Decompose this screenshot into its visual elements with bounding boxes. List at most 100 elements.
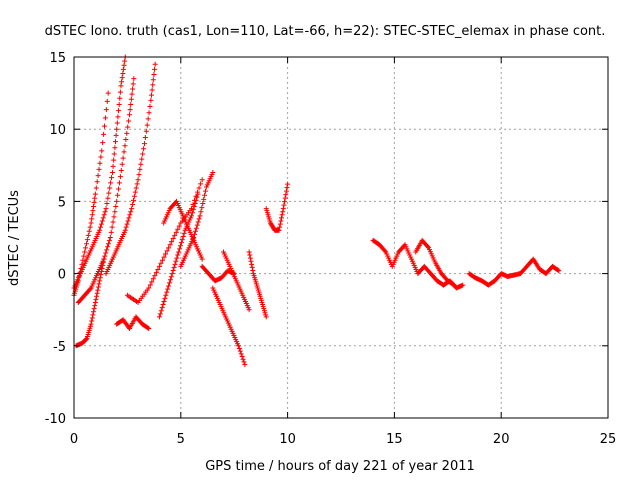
data-point	[141, 141, 147, 147]
data-point-interp	[96, 166, 102, 172]
data-point-interp	[145, 116, 151, 122]
data-point-interp	[83, 245, 89, 251]
data-point-interp	[109, 224, 115, 230]
x-tick-label: 25	[600, 432, 617, 447]
data-point-interp	[92, 303, 98, 309]
data-point-interp	[122, 58, 128, 64]
data-point-interp	[283, 188, 289, 194]
data-point-interp	[193, 225, 199, 231]
data-segment	[221, 249, 252, 313]
data-point	[92, 191, 98, 197]
x-tick-label: 15	[386, 432, 403, 447]
data-point-interp	[109, 175, 115, 181]
data-point-interp	[102, 123, 108, 129]
data-point-interp	[83, 336, 89, 342]
data-point-interp	[152, 66, 158, 72]
data-point-interp	[105, 244, 111, 250]
data-point	[129, 206, 135, 212]
data-point	[195, 191, 201, 197]
data-point-interp	[168, 274, 174, 280]
y-axis-label: dSTEC / TECUs	[7, 190, 22, 286]
data-point-interp	[166, 245, 172, 251]
data-point-interp	[194, 194, 200, 200]
data-point-interp	[116, 108, 122, 114]
data-point-interp	[196, 185, 202, 191]
data-point-interp	[119, 75, 125, 81]
data-point-interp	[151, 72, 157, 78]
data-point	[107, 235, 113, 240]
data-point-interp	[91, 306, 97, 312]
data-point	[199, 256, 205, 262]
data-point-interp	[173, 258, 179, 264]
data-point	[460, 282, 466, 288]
data-point	[99, 148, 105, 154]
data-point-interp	[99, 265, 105, 271]
data-point-interp	[89, 216, 95, 222]
data-point-interp	[84, 241, 90, 247]
data-point	[451, 282, 457, 288]
x-axis-label: GPS time / hours of day 221 of year 2011	[205, 459, 475, 474]
data-point-interp	[192, 228, 198, 234]
data-point-interp	[174, 255, 180, 261]
data-point-interp	[90, 208, 96, 214]
data-point-interp	[145, 325, 151, 331]
data-point-interp	[181, 230, 187, 236]
data-point-interp	[92, 195, 98, 201]
data-point-interp	[283, 192, 289, 198]
data-point-interp	[101, 131, 107, 137]
data-point-interp	[136, 172, 142, 178]
data-point-interp	[127, 212, 133, 218]
data-point	[156, 314, 162, 320]
data-point-interp	[177, 243, 183, 249]
data-point-interp	[125, 218, 131, 224]
data-point-interp	[249, 261, 255, 267]
data-point-interp	[102, 115, 108, 121]
data-point-interp	[240, 356, 246, 362]
data-point-interp	[178, 240, 184, 246]
data-point	[169, 271, 175, 277]
data-point-interp	[450, 282, 456, 288]
data-point-interp	[116, 180, 122, 186]
data-point-interp	[238, 351, 244, 357]
data-point-interp	[99, 218, 105, 224]
data-point-interp	[90, 312, 96, 318]
data-point-interp	[116, 101, 122, 107]
data-point	[276, 227, 282, 233]
data-point-interp	[112, 209, 118, 215]
data-point-interp	[279, 212, 285, 218]
data-point-interp	[161, 298, 167, 304]
data-point-interp	[192, 231, 198, 237]
data-point-interp	[249, 264, 255, 270]
data-point-interp	[91, 199, 97, 205]
data-segment	[370, 237, 466, 291]
data-point-interp	[91, 204, 97, 210]
data-point-interp	[101, 212, 107, 218]
data-point-interp	[105, 195, 111, 201]
data-point-interp	[236, 345, 242, 351]
data-point	[163, 292, 169, 298]
data-point-interp	[129, 91, 135, 97]
y-tick-label: -10	[45, 412, 66, 427]
data-point-interp	[425, 244, 431, 250]
data-point-interp	[198, 181, 204, 187]
data-point-interp	[198, 209, 204, 215]
data-point-interp	[170, 268, 176, 274]
data-point-interp	[85, 232, 91, 238]
data-point-interp	[203, 188, 209, 194]
data-point-interp	[105, 241, 111, 247]
y-tick-label: 15	[49, 51, 66, 66]
data-point	[188, 213, 194, 219]
data-point	[197, 213, 203, 219]
data-point-interp	[97, 160, 103, 166]
data-layer	[71, 54, 562, 368]
data-point-interp	[106, 238, 112, 244]
data-point	[97, 278, 103, 284]
data-point	[118, 83, 124, 89]
data-point-interp	[127, 107, 133, 113]
data-point-interp	[102, 253, 108, 259]
data-point-interp	[200, 200, 206, 206]
data-point	[114, 198, 120, 204]
data-point-interp	[113, 204, 119, 210]
data-point	[191, 235, 197, 240]
data-point-interp	[130, 86, 136, 92]
